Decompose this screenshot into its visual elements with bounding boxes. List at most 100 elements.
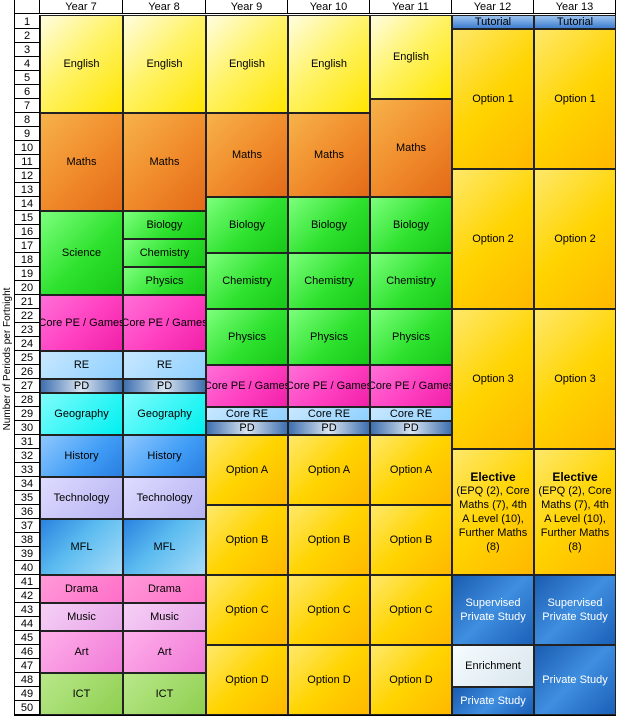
period-number: 12: [14, 169, 40, 183]
period-number: 1: [14, 15, 40, 29]
period-number: 6: [14, 85, 40, 99]
subject-block-technology: Technology: [123, 477, 206, 519]
column-header-year-7: Year 7: [40, 0, 123, 14]
subject-block-english: English: [40, 15, 123, 113]
subject-block-elective: Elective (EPQ (2), Core Maths (7), 4th A …: [534, 449, 616, 575]
period-number: 30: [14, 421, 40, 435]
block-label: Music: [150, 611, 179, 623]
block-label: Art: [157, 646, 172, 658]
block-label: Physics: [392, 331, 430, 343]
subject-block-option-1: Option 1: [534, 29, 616, 169]
block-label: Biology: [310, 219, 348, 231]
period-number: 24: [14, 337, 40, 351]
period-number: 36: [14, 505, 40, 519]
period-number: 4: [14, 57, 40, 71]
subject-block-music: Music: [123, 603, 206, 631]
subject-block-option-c: Option C: [206, 575, 288, 645]
block-label: PD: [239, 422, 255, 434]
period-number: 47: [14, 659, 40, 673]
block-label: PD: [156, 380, 173, 392]
subject-block-ict: ICT: [40, 673, 123, 715]
subject-block-option-c: Option C: [288, 575, 370, 645]
period-number: 2: [14, 29, 40, 43]
subject-block-pd: PD: [40, 379, 123, 393]
period-number: 33: [14, 463, 40, 477]
subject-block-private-study: Private Study: [452, 687, 534, 715]
subject-block-maths: Maths: [40, 113, 123, 211]
period-number: 5: [14, 71, 40, 85]
subject-block-english: English: [288, 15, 370, 113]
period-number: 38: [14, 533, 40, 547]
subject-block-chemistry: Chemistry: [370, 253, 452, 309]
block-label: Science: [61, 247, 102, 259]
period-number: 17: [14, 239, 40, 253]
subject-block-option-2: Option 2: [534, 169, 616, 309]
column-header-year-9: Year 9: [206, 0, 288, 14]
block-label: Option 3: [554, 373, 596, 385]
subject-block-art: Art: [40, 631, 123, 673]
period-number: 16: [14, 225, 40, 239]
block-label: Supervised Private Study: [460, 597, 526, 623]
period-number: 21: [14, 295, 40, 309]
period-number: 19: [14, 267, 40, 281]
period-number: 49: [14, 687, 40, 701]
block-label: Chemistry: [386, 275, 436, 287]
block-label: Maths: [396, 142, 426, 154]
period-number: 3: [14, 43, 40, 57]
subject-block-maths: Maths: [206, 113, 288, 197]
subject-block-enrichment: Enrichment: [452, 645, 534, 687]
block-label: Core PE / Games: [206, 380, 288, 392]
subject-block-biology: Biology: [206, 197, 288, 253]
block-label: Option B: [389, 534, 433, 546]
subject-block-option-c: Option C: [370, 575, 452, 645]
block-label: Option 2: [472, 233, 514, 245]
block-label: History: [64, 450, 99, 462]
block-label: Tutorial: [474, 16, 512, 28]
block-label: Option D: [225, 674, 269, 686]
subject-block-option-b: Option B: [288, 505, 370, 575]
block-label: Option 1: [472, 93, 514, 105]
block-title: Elective: [552, 470, 598, 484]
y-axis-label: Number of Periods per Fortnight: [2, 287, 13, 431]
subject-block-option-d: Option D: [206, 645, 288, 715]
block-label: History: [147, 450, 182, 462]
subject-block-option-b: Option B: [370, 505, 452, 575]
subject-block-mfl: MFL: [40, 519, 123, 575]
block-label: Music: [67, 611, 96, 623]
period-number: 28: [14, 393, 40, 407]
block-label: Supervised Private Study: [542, 597, 608, 623]
subject-block-pd: PD: [123, 379, 206, 393]
subject-block-option-1: Option 1: [452, 29, 534, 169]
block-label: MFL: [70, 541, 93, 553]
block-label: Core RE: [389, 408, 433, 420]
subject-block-mfl: MFL: [123, 519, 206, 575]
block-label: Chemistry: [139, 247, 190, 259]
block-label: Chemistry: [304, 275, 354, 287]
block-label: Drama: [147, 583, 181, 595]
period-number: 14: [14, 197, 40, 211]
block-label: Technology: [53, 492, 110, 504]
block-label: Physics: [145, 275, 184, 287]
block-label: Option 2: [554, 233, 596, 245]
subject-block-technology: Technology: [40, 477, 123, 519]
block-label: Biology: [228, 219, 266, 231]
period-number: 10: [14, 141, 40, 155]
block-label: Core PE / Games: [288, 380, 370, 392]
block-label: Geography: [137, 408, 192, 420]
subject-block-option-3: Option 3: [534, 309, 616, 449]
subject-block-english: English: [123, 15, 206, 113]
block-label: Option A: [225, 464, 269, 476]
subject-block-chemistry: Chemistry: [123, 239, 206, 267]
subject-block-re: RE: [123, 351, 206, 379]
subject-block-geography: Geography: [40, 393, 123, 435]
subject-block-option-a: Option A: [370, 435, 452, 505]
subject-block-maths: Maths: [123, 113, 206, 211]
column-header-year-13: Year 13: [534, 0, 616, 14]
block-subtitle: (EPQ (2), Core Maths (7), 4th A Level (1…: [456, 485, 530, 553]
subject-block-core-pe-games: Core PE / Games: [40, 295, 123, 351]
period-number: 43: [14, 603, 40, 617]
block-label: Enrichment: [465, 660, 521, 672]
block-label: English: [392, 51, 430, 63]
subject-block-supervised-private-study: Supervised Private Study: [534, 575, 616, 645]
period-number: 31: [14, 435, 40, 449]
